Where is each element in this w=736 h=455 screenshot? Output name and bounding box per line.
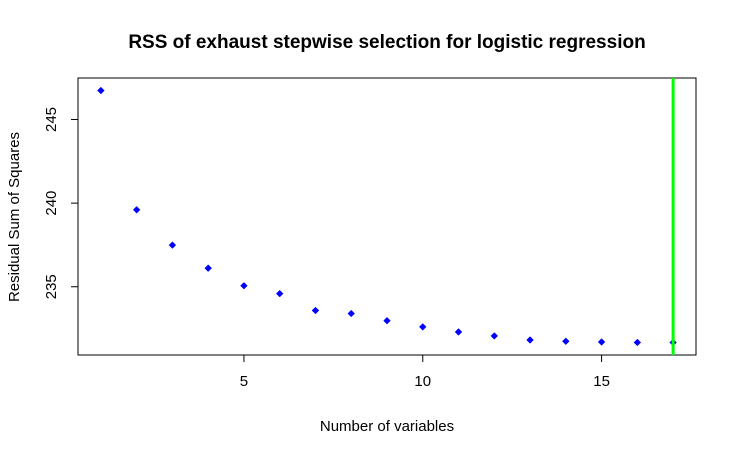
chart-title: RSS of exhaust stepwise selection for lo… — [128, 32, 645, 53]
data-point — [454, 328, 463, 336]
y-tick-label: 240 — [43, 191, 60, 216]
plot-area — [77, 77, 697, 356]
x-axis: 5 10 15 — [240, 354, 610, 390]
x-tick-label: 10 — [414, 373, 431, 390]
data-point — [240, 281, 248, 290]
data-point — [562, 337, 570, 346]
plot-frame — [77, 77, 697, 356]
x-tick-label: 5 — [240, 373, 248, 390]
data-points — [97, 86, 677, 347]
data-point — [526, 336, 534, 344]
data-point — [204, 264, 212, 272]
y-tick-label: 235 — [43, 274, 60, 299]
y-axis-label: Residual Sum of Squares — [6, 132, 23, 302]
data-point — [633, 338, 642, 347]
data-point — [597, 338, 606, 346]
y-axis: 235 240 245 — [43, 107, 79, 299]
data-point — [132, 206, 141, 214]
x-tick-label: 15 — [593, 373, 610, 390]
data-point — [490, 332, 499, 340]
data-point — [383, 316, 391, 325]
data-point — [419, 323, 427, 331]
y-tick-label: 245 — [43, 107, 60, 132]
x-axis-label: Number of variables — [320, 418, 454, 435]
data-point — [168, 241, 177, 249]
data-point — [275, 289, 284, 298]
data-point — [97, 86, 105, 95]
data-point — [347, 309, 355, 318]
data-point — [311, 306, 320, 315]
